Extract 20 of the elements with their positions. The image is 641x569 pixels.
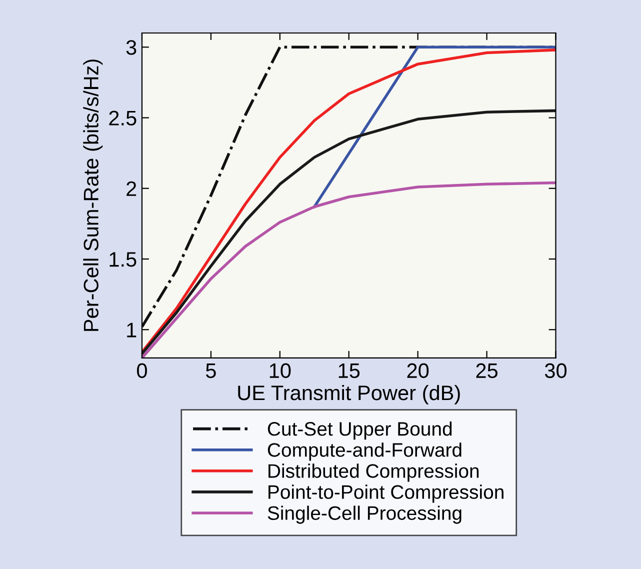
y-axis-title: Per-Cell Sum-Rate (bits/s/Hz)	[83, 60, 103, 331]
y-tick-label: 2	[126, 181, 136, 196]
x-tick-label: 0	[137, 363, 147, 378]
x-tick-label: 20	[407, 363, 429, 378]
legend-label: Compute-and-Forward	[268, 442, 462, 461]
x-tick-label: 30	[544, 363, 567, 378]
x-tick-label: 25	[476, 363, 498, 378]
legend-label: Point-to-Point Compression	[268, 484, 504, 503]
y-tick-label: 1.5	[110, 252, 136, 267]
legend-label: Distributed Compression	[268, 464, 479, 482]
y-tick-label: 1	[127, 322, 136, 338]
legend-label: Cut-Set Upper Bound	[268, 422, 452, 440]
line-series	[142, 109, 556, 356]
y-tick-label: 2.5	[109, 110, 136, 126]
legend-label: Single-Cell Processing	[268, 506, 462, 524]
x-axis-title: UE Transmit Power (dB)	[238, 384, 460, 404]
x-tick-label: 15	[338, 364, 360, 378]
y-tick-label: 3	[126, 40, 136, 55]
x-tick-label: 5	[206, 364, 216, 378]
x-tick-label: 10	[270, 363, 291, 378]
